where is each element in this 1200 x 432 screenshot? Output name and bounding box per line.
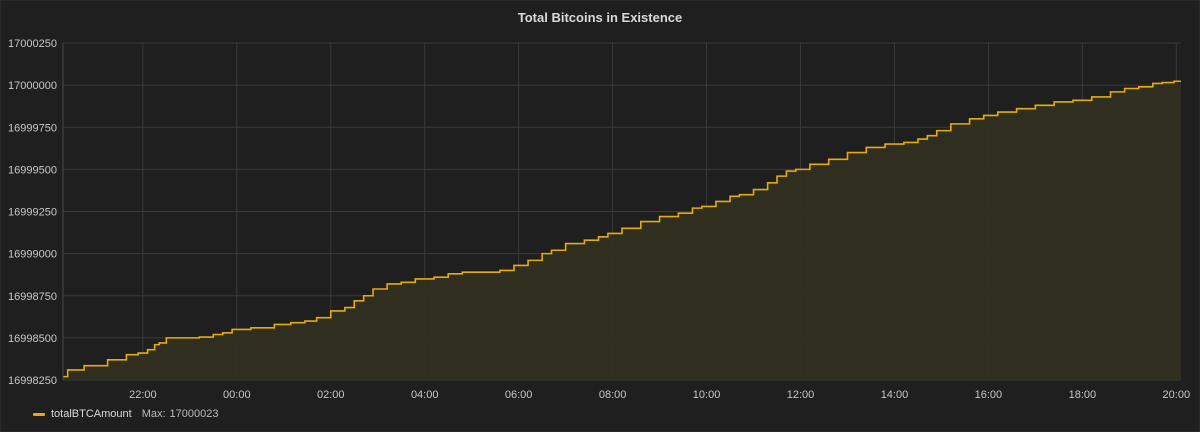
legend: totalBTCAmount Max: 17000023 — [33, 408, 219, 420]
y-tick-label: 16999750 — [8, 122, 57, 134]
x-tick-label: 22:00 — [129, 389, 157, 401]
y-tick-label: 16998500 — [8, 333, 57, 345]
x-tick-label: 04:00 — [411, 389, 439, 401]
x-tick-label: 02:00 — [317, 389, 345, 401]
chart-svg[interactable]: 17000250 17000000 16999750 16999500 16999250… — [1, 1, 1199, 401]
x-tick-label: 06:00 — [505, 389, 533, 401]
x-tick-label: 12:00 — [787, 389, 815, 401]
legend-max-label: Max: — [141, 408, 166, 420]
legend-max-value: 17000023 — [169, 408, 219, 420]
y-tick-label: 17000250 — [8, 38, 57, 50]
panel-title[interactable]: Total Bitcoins in Existence — [517, 10, 683, 25]
y-tick-label: 16999250 — [8, 207, 57, 219]
y-tick-label: 16999000 — [8, 249, 57, 261]
x-tick-label: 16:00 — [975, 389, 1003, 401]
x-tick-label: 08:00 — [599, 389, 627, 401]
y-tick-label: 17000000 — [8, 80, 57, 92]
x-tick-label: 14:00 — [881, 389, 909, 401]
y-tick-label: 16998750 — [8, 291, 57, 303]
y-tick-label: 16998250 — [8, 375, 57, 387]
series-line — [63, 80, 1181, 378]
x-tick-label: 18:00 — [1069, 389, 1097, 401]
x-tick-label: 10:00 — [693, 389, 721, 401]
legend-series-swatch[interactable] — [33, 412, 45, 416]
x-tick-label: 00:00 — [223, 389, 251, 401]
legend-series-name[interactable]: totalBTCAmount — [51, 408, 132, 420]
x-tick-label: 20:00 — [1163, 389, 1191, 401]
y-tick-label: 16999500 — [8, 164, 57, 176]
